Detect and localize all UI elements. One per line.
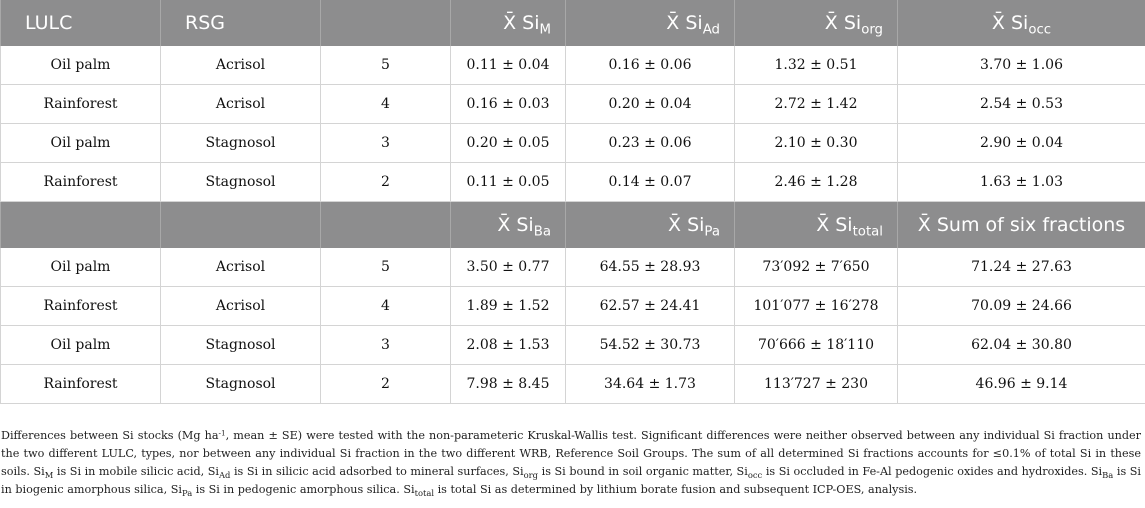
header-si-pa: X̄ SiPa [565, 201, 735, 248]
cell-n: 2 [320, 364, 451, 404]
table-row: Rainforest Acrisol 4 1.89 ± 1.52 62.57 ±… [0, 286, 1145, 326]
cell-lulc: Oil palm [0, 248, 161, 287]
header-si-ad: X̄ SiAd [565, 0, 735, 46]
cell-si-org: 2.72 ± 1.42 [734, 84, 898, 124]
cell-rsg: Stagnosol [160, 364, 321, 404]
cell-si-pa: 64.55 ± 28.93 [565, 248, 735, 287]
cell-si-org: 2.10 ± 0.30 [734, 123, 898, 163]
header-rsg: RSG [160, 0, 321, 46]
cell-si-total: 113′727 ± 230 [734, 364, 898, 404]
cell-sum-six: 71.24 ± 27.63 [897, 248, 1145, 287]
table-row: Rainforest Stagnosol 2 0.11 ± 0.05 0.14 … [0, 162, 1145, 202]
cell-si-ad: 0.16 ± 0.06 [565, 46, 735, 85]
cell-n: 5 [320, 248, 451, 287]
cell-si-total: 101′077 ± 16′278 [734, 286, 898, 326]
cell-lulc: Rainforest [0, 364, 161, 404]
cell-n: 5 [320, 46, 451, 85]
header-blank [320, 201, 451, 248]
cell-si-total: 70′666 ± 18′110 [734, 325, 898, 365]
cell-sum-six: 70.09 ± 24.66 [897, 286, 1145, 326]
header-lulc: LULC [0, 0, 161, 46]
table-row: Oil palm Acrisol 5 0.11 ± 0.04 0.16 ± 0.… [0, 46, 1145, 85]
header-row-2: X̄ SiBa X̄ SiPa X̄ Sitotal X̄ Sum of six… [0, 201, 1145, 248]
header-si-ba: X̄ SiBa [450, 201, 566, 248]
table-row: Rainforest Stagnosol 2 7.98 ± 8.45 34.64… [0, 364, 1145, 404]
cell-n: 4 [320, 286, 451, 326]
cell-rsg: Stagnosol [160, 123, 321, 163]
cell-si-ba: 1.89 ± 1.52 [450, 286, 566, 326]
cell-si-total: 73′092 ± 7′650 [734, 248, 898, 287]
cell-lulc: Rainforest [0, 84, 161, 124]
cell-rsg: Acrisol [160, 248, 321, 287]
cell-si-ba: 2.08 ± 1.53 [450, 325, 566, 365]
cell-si-org: 2.46 ± 1.28 [734, 162, 898, 202]
table-row: Oil palm Stagnosol 3 0.20 ± 0.05 0.23 ± … [0, 123, 1145, 163]
cell-si-m: 0.20 ± 0.05 [450, 123, 566, 163]
cell-si-ad: 0.23 ± 0.06 [565, 123, 735, 163]
si-stocks-table: LULC RSG X̄ SiM X̄ SiAd X̄ Siorg X̄ Sioc… [0, 0, 1145, 404]
cell-si-ad: 0.14 ± 0.07 [565, 162, 735, 202]
table-row: Oil palm Stagnosol 3 2.08 ± 1.53 54.52 ±… [0, 325, 1145, 365]
cell-si-org: 1.32 ± 0.51 [734, 46, 898, 85]
cell-rsg: Acrisol [160, 84, 321, 124]
table-row: Oil palm Acrisol 5 3.50 ± 0.77 64.55 ± 2… [0, 248, 1145, 287]
header-si-org: X̄ Siorg [734, 0, 898, 46]
cell-si-ba: 3.50 ± 0.77 [450, 248, 566, 287]
cell-si-pa: 54.52 ± 30.73 [565, 325, 735, 365]
table-row: Rainforest Acrisol 4 0.16 ± 0.03 0.20 ± … [0, 84, 1145, 124]
cell-rsg: Stagnosol [160, 325, 321, 365]
cell-lulc: Oil palm [0, 325, 161, 365]
cell-lulc: Rainforest [0, 162, 161, 202]
cell-si-pa: 62.57 ± 24.41 [565, 286, 735, 326]
cell-rsg: Stagnosol [160, 162, 321, 202]
header-n [320, 0, 451, 46]
cell-lulc: Oil palm [0, 46, 161, 85]
header-blank [160, 201, 321, 248]
cell-si-ad: 0.20 ± 0.04 [565, 84, 735, 124]
cell-n: 3 [320, 123, 451, 163]
cell-si-occ: 2.90 ± 0.04 [897, 123, 1145, 163]
header-sum-six-fractions: X̄ Sum of six fractions [897, 201, 1145, 248]
cell-sum-six: 62.04 ± 30.80 [897, 325, 1145, 365]
cell-n: 4 [320, 84, 451, 124]
cell-si-occ: 3.70 ± 1.06 [897, 46, 1145, 85]
cell-si-occ: 2.54 ± 0.53 [897, 84, 1145, 124]
cell-lulc: Rainforest [0, 286, 161, 326]
table-footnote: Differences between Si stocks (Mg ha-1, … [1, 428, 1142, 498]
cell-si-pa: 34.64 ± 1.73 [565, 364, 735, 404]
cell-n: 2 [320, 162, 451, 202]
cell-sum-six: 46.96 ± 9.14 [897, 364, 1145, 404]
cell-si-m: 0.11 ± 0.04 [450, 46, 566, 85]
header-si-total: X̄ Sitotal [734, 201, 898, 248]
cell-si-occ: 1.63 ± 1.03 [897, 162, 1145, 202]
cell-si-ba: 7.98 ± 8.45 [450, 364, 566, 404]
header-blank [0, 201, 161, 248]
header-si-m: X̄ SiM [450, 0, 566, 46]
header-si-occ: X̄ Siocc [897, 0, 1145, 46]
header-row-1: LULC RSG X̄ SiM X̄ SiAd X̄ Siorg X̄ Sioc… [0, 0, 1145, 46]
cell-si-m: 0.16 ± 0.03 [450, 84, 566, 124]
cell-si-m: 0.11 ± 0.05 [450, 162, 566, 202]
cell-rsg: Acrisol [160, 286, 321, 326]
cell-rsg: Acrisol [160, 46, 321, 85]
cell-n: 3 [320, 325, 451, 365]
cell-lulc: Oil palm [0, 123, 161, 163]
